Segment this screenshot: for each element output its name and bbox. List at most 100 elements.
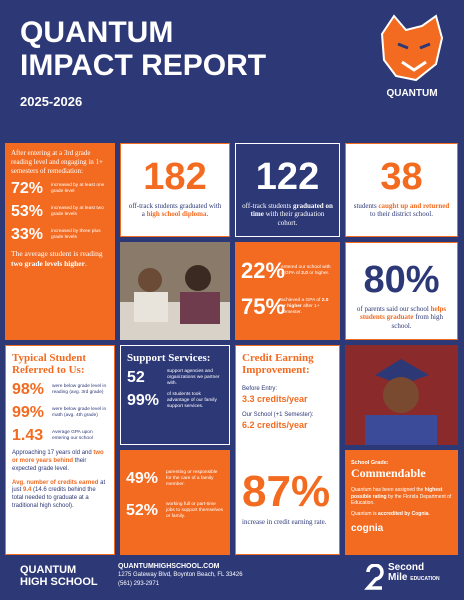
offtrack-panel: 182 off-track students graduated with a … [120, 143, 230, 237]
text-segment: Approaching 17 years old and [12, 450, 94, 457]
stat-value: 122 [255, 156, 320, 198]
stat-value: 49% [126, 470, 159, 487]
photo [120, 242, 230, 340]
stat-value: 22% [241, 258, 286, 283]
photo [345, 345, 458, 445]
header: QUANTUM IMPACT REPORT 2025-2026 [20, 18, 267, 110]
stat: 75% achieved a GPA of 2.0 or higher after… [241, 294, 334, 320]
stat-list: 52 support agencies and organizations we … [127, 369, 223, 410]
stat-text: increased by at least one grade level [51, 183, 105, 195]
stat-text: parenting or responsible for the care of… [166, 470, 218, 487]
stat: 53% increased by at least two grade level… [11, 203, 109, 221]
title: IMPACT REPORT [20, 49, 267, 82]
text-segment: from high school. [391, 313, 444, 330]
text-segment: by the Florida Department of Education. [351, 493, 452, 507]
partner-name: Second [388, 562, 425, 573]
stat-list: 22% entered our school with a GPA of 2.0 … [241, 258, 334, 320]
stat: 33% increased by three plus grade levels [11, 226, 109, 244]
grade-panel: School Grade: Commendable Quantum has be… [345, 450, 458, 555]
support-panel: Support Services: 52 support agencies and… [120, 345, 230, 445]
text-segment: . [84, 258, 87, 268]
footer-contact: QUANTUMHIGHSCHOOL.COM 1275 Gateway Blvd,… [118, 562, 243, 588]
summary: The average student is reading two grade… [11, 249, 109, 268]
stat-value: 80% [363, 259, 440, 301]
stat-text: off-track students graduated on time wit… [242, 202, 333, 227]
text-segment: achieved a GPA of [281, 298, 322, 304]
stat-value: 98% [12, 381, 45, 399]
partner-name: EDUCATION [410, 576, 440, 582]
cognia-logo: cognia [351, 523, 384, 534]
stat-value: 52% [126, 502, 159, 519]
stat-text: working full or part-time jobs to suppor… [166, 502, 224, 519]
stat-text: support agencies and organizations we pa… [167, 369, 220, 387]
text-segment: graduated on time [250, 202, 333, 219]
stat-text: were below grade level in reading (avg. … [52, 384, 107, 396]
text-segment: two or more years behind [12, 450, 104, 464]
remediation-panel: After entering at a 3rd grade reading le… [5, 143, 115, 340]
panel-title: Credit Earning Improvement: [242, 352, 314, 377]
years: 2025-2026 [20, 94, 83, 109]
text-segment: after 1+ semester. [281, 304, 320, 315]
stat-list: 72% increased by at least one grade level… [11, 180, 109, 244]
text-segment: Avg. number of credits earned [12, 479, 99, 486]
panel-title: Support Services: [127, 352, 211, 364]
text-segment: helps students graduate [359, 305, 447, 322]
partner-icon [364, 564, 384, 590]
text-segment: at just [12, 479, 106, 494]
support-panel-2: 49% parenting or responsible for the care… [120, 450, 230, 555]
value: 3.3 credits/year [242, 393, 308, 404]
text-segment: with their graduation cohort. [263, 210, 325, 227]
stat-value: 99% [127, 392, 160, 410]
ontime-panel: 122 off-track students graduated on time… [235, 143, 340, 237]
stat-value: 87% [242, 466, 331, 516]
stat-value: 33% [11, 226, 44, 244]
partner: Second Mile EDUCATION [388, 563, 440, 583]
footer-school: QUANTUM HIGH SCHOOL [20, 564, 98, 588]
label: School Grade: [351, 460, 389, 466]
stat-text: achieved a GPA of 2.0 or higher after 1+… [281, 298, 334, 316]
stat-value: 182 [143, 156, 207, 198]
stat-value: 52 [127, 369, 145, 387]
text-segment: caught up and returned [378, 202, 450, 210]
parents-panel: 80% of parents said our school helps stu… [345, 242, 458, 340]
entry-panel: 22% entered our school with a GPA of 2.0 … [235, 242, 340, 340]
text-segment: Quantum is [351, 510, 378, 517]
stat: 99% were below grade level in math (avg. … [12, 404, 108, 422]
stat: 72% increased by at least one grade level [11, 180, 109, 198]
value: Commendable [351, 466, 426, 480]
stat-value: 38 [380, 156, 423, 198]
text-segment: off-track students graduated with a [128, 202, 222, 219]
phone: (561) 293-2971 [118, 580, 160, 587]
text-segment: . [206, 210, 209, 219]
paragraph: Avg. number of credits earned at just 9.… [12, 480, 108, 511]
intro: After entering at a 3rd grade reading le… [11, 149, 104, 175]
text-segment: students [353, 202, 379, 210]
text-segment: (14.6 credits behind the total needed to… [12, 487, 96, 509]
label: Before Entry: [242, 386, 278, 393]
stat-value: 1.43 [12, 427, 44, 445]
text-segment: or higher. [307, 271, 330, 276]
logo-text: QUANTUM [386, 88, 438, 99]
label: Our School (+1 Semester): [242, 411, 314, 418]
stat-text: increased by at least two grade levels [51, 206, 104, 218]
stat: 99% of students took advantage of our fam… [127, 392, 223, 410]
stat-text: off-track students graduated with a high… [127, 202, 223, 219]
school-name: HIGH SCHOOL [20, 576, 98, 589]
text-segment: The average student is reading [11, 249, 103, 259]
text-segment: entered our school with a GPA of [281, 265, 331, 276]
school-name: QUANTUM [20, 564, 77, 576]
text-segment: highest possible rating [351, 487, 443, 500]
stat-text: increase in credit earning rate. [242, 517, 327, 526]
stat-list: 98% were below grade level in reading (av… [12, 381, 108, 445]
text-segment: 2.0 or higher [281, 298, 329, 309]
text-segment: of parents said our school [356, 305, 431, 313]
partner-name: Mile [388, 572, 408, 583]
stat-value: 53% [11, 203, 44, 221]
stat-text: were below grade level in math (avg. 4th… [52, 407, 107, 419]
text-segment: two grade levels higher [11, 258, 85, 268]
stat-text: students caught up and returned to their… [352, 202, 451, 219]
stat: 22% entered our school with a GPA of 2.0 … [241, 258, 334, 284]
website[interactable]: QUANTUMHIGHSCHOOL.COM [118, 563, 220, 570]
text-segment: to their district school. [370, 210, 433, 219]
